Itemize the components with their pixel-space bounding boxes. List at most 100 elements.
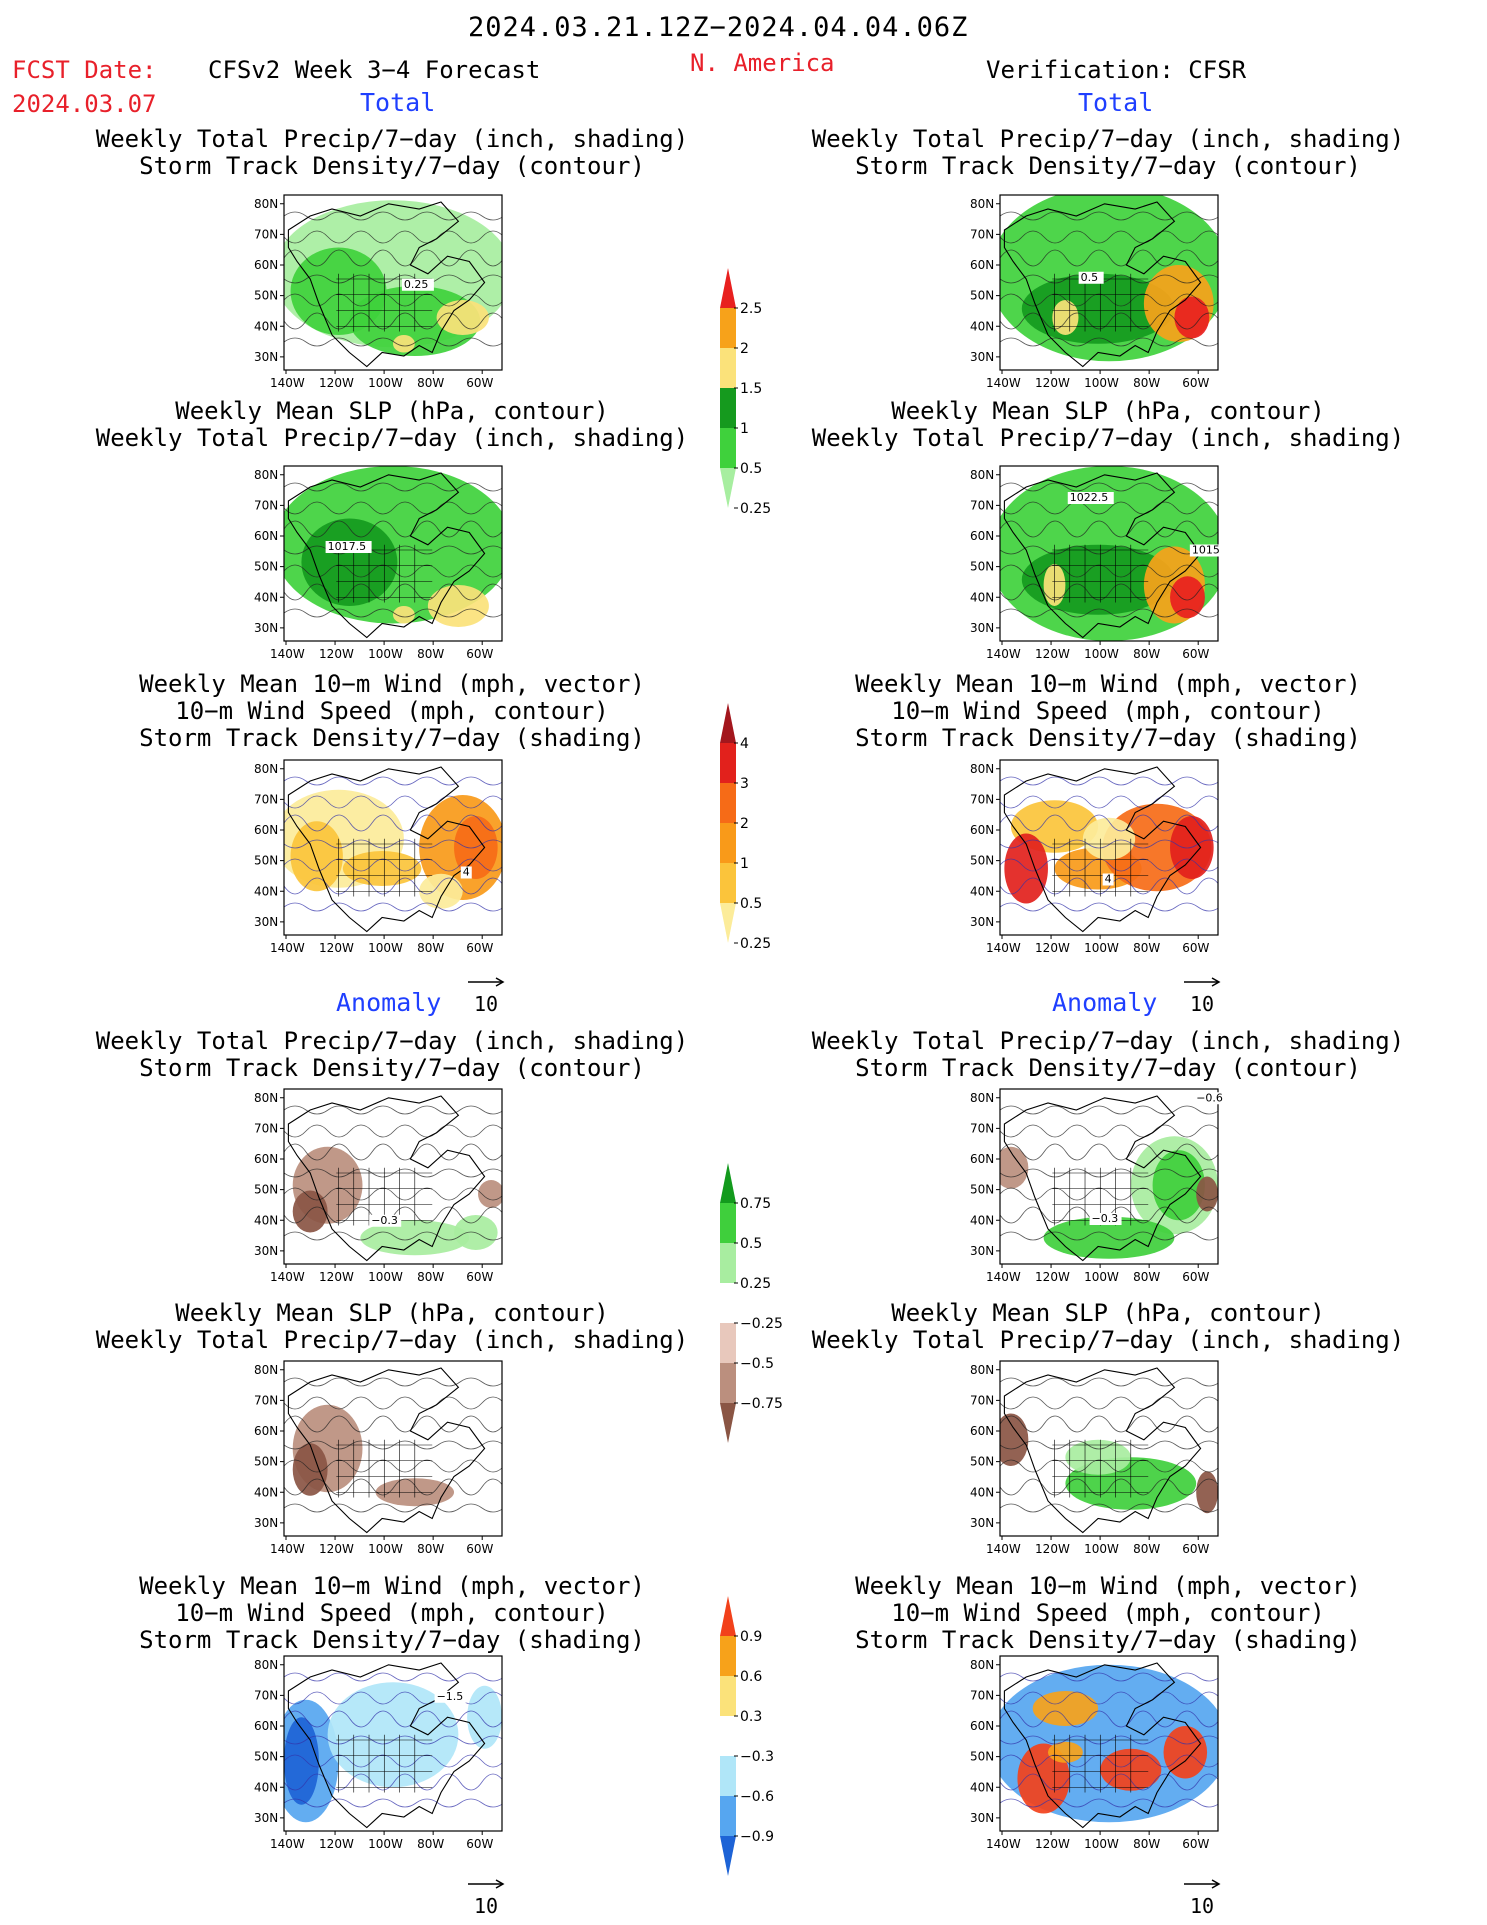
colorbar-precip: 2.5 2 1.5 1 0.5 0.25 bbox=[720, 268, 790, 528]
arrow-right-icon bbox=[1184, 1879, 1221, 1889]
map-panel-p5-right: 80N 70N 60N 50N 40N 30N 140W 120W 100W 80W 60W bbox=[940, 1351, 1228, 1566]
lon-tick-label: 60W bbox=[1182, 941, 1209, 955]
title-slp-precip-ver-total: Weekly Mean SLP (hPa, contour) Weekly To… bbox=[748, 398, 1468, 452]
contour-line bbox=[1000, 1459, 1218, 1473]
title-line: Weekly Mean 10−m Wind (mph, vector) bbox=[139, 670, 645, 698]
lat-tick-label: 40N bbox=[254, 590, 278, 604]
coastline bbox=[1003, 1095, 1202, 1262]
colorbar-storm_anom: 0.9 0.6 0.3 −0.3 −0.6 −0.9 bbox=[720, 1596, 790, 1896]
lat-tick-label: 30N bbox=[254, 350, 278, 364]
title-wind-storm-ver-total: Weekly Mean 10−m Wind (mph, vector) 10−m… bbox=[748, 671, 1468, 752]
contour-line bbox=[284, 1503, 502, 1513]
contour-line bbox=[284, 776, 502, 786]
map-panel-p4-right: −0.3 −0.6 80N 70N 60N 50N 40N 30N 140W 120W 100W 80… bbox=[940, 1079, 1228, 1294]
title-precip-storm-fc-total: Weekly Total Precip/7−day (inch, shading… bbox=[32, 126, 752, 180]
section-anomaly-left: Anomaly bbox=[336, 988, 442, 1017]
shading-area bbox=[1196, 1176, 1218, 1212]
contour-line bbox=[1000, 312, 1218, 330]
lat-tick-label: 50N bbox=[254, 560, 278, 574]
lat-tick-label: 50N bbox=[254, 1183, 278, 1197]
lon-tick-label: 80W bbox=[417, 1270, 444, 1284]
lon-tick-label: 100W bbox=[1084, 1837, 1119, 1851]
title-line: Weekly Mean 10−m Wind (mph, vector) bbox=[855, 1572, 1361, 1600]
contour-label: −0.6 bbox=[1196, 1091, 1223, 1104]
title-line: Weekly Total Precip/7−day (inch, shading… bbox=[811, 125, 1405, 153]
title-slp-precip-fc-anom: Weekly Mean SLP (hPa, contour) Weekly To… bbox=[32, 1300, 752, 1354]
colorbar-segment bbox=[720, 783, 736, 823]
colorbar-label: 0.25 bbox=[740, 936, 771, 952]
lon-tick-label: 60W bbox=[1182, 376, 1209, 390]
contour-label: −1.5 bbox=[437, 1690, 464, 1703]
lat-tick-label: 40N bbox=[970, 1213, 994, 1227]
lat-tick-label: 30N bbox=[970, 621, 994, 635]
shading-area bbox=[478, 1180, 502, 1208]
region-label: N. America bbox=[690, 49, 835, 77]
colorbar-segment bbox=[720, 1203, 736, 1243]
contour-line bbox=[1000, 230, 1218, 244]
map-panel-p2-left: 1017.5 80N 70N 60N 50N 40N 30N 140W 120W 100W 80W 6… bbox=[224, 456, 512, 671]
colorbar-segment bbox=[720, 1676, 736, 1716]
lon-tick-label: 120W bbox=[1035, 1837, 1070, 1851]
title-line: Weekly Total Precip/7−day (inch, shading… bbox=[95, 125, 689, 153]
shading-area bbox=[1000, 1146, 1029, 1189]
contour-line bbox=[284, 877, 502, 895]
contour-line bbox=[1000, 1773, 1218, 1791]
title-line: 10−m Wind Speed (mph, contour) bbox=[175, 697, 609, 725]
contour-line bbox=[1000, 1691, 1218, 1705]
lat-tick-label: 70N bbox=[254, 792, 278, 806]
contour-label: 1022.5 bbox=[1070, 491, 1109, 504]
contour-line bbox=[284, 583, 502, 601]
lat-tick-label: 50N bbox=[970, 854, 994, 868]
shading-area bbox=[1065, 1439, 1131, 1475]
colorbar-label: 0.5 bbox=[740, 896, 762, 912]
coastline bbox=[287, 1095, 486, 1262]
lon-tick-label: 140W bbox=[986, 647, 1021, 661]
lon-tick-label: 80W bbox=[1133, 647, 1160, 661]
contour-line bbox=[1000, 1377, 1218, 1387]
lon-tick-label: 60W bbox=[466, 941, 493, 955]
map-svg: −0.3 −0.6 80N 70N 60N 50N 40N 30N 140W 120W 100W 80… bbox=[970, 1088, 1227, 1284]
title-line: Storm Track Density/7−day (contour) bbox=[855, 1054, 1361, 1082]
lon-tick-label: 100W bbox=[368, 1542, 403, 1556]
lat-tick-label: 60N bbox=[970, 529, 994, 543]
shading-area bbox=[1170, 576, 1205, 619]
map-svg: 0.25 80N 70N 60N 50N 40N 30N 140W 120W 100W 80W 60W bbox=[254, 194, 503, 390]
title-precip-storm-ver-total: Weekly Total Precip/7−day (inch, shading… bbox=[748, 126, 1468, 180]
fcst-date-label: FCST Date: bbox=[12, 56, 157, 84]
lon-tick-label: 140W bbox=[986, 941, 1021, 955]
lon-tick-label: 60W bbox=[1182, 1837, 1209, 1851]
lat-tick-label: 40N bbox=[970, 1780, 994, 1794]
lon-tick-label: 60W bbox=[466, 647, 493, 661]
lat-tick-label: 80N bbox=[254, 1091, 278, 1105]
contour-line bbox=[1000, 1754, 1218, 1768]
lat-tick-label: 30N bbox=[970, 1244, 994, 1258]
vector-ref-label: 10 bbox=[1189, 992, 1215, 1016]
colorbar-segment bbox=[720, 268, 736, 308]
lat-tick-label: 70N bbox=[254, 498, 278, 512]
lat-tick-label: 50N bbox=[970, 1183, 994, 1197]
map-svg: −1.5 80N 70N 60N 50N 40N 30N 140W 120W 100W 80W 60W bbox=[254, 1655, 503, 1851]
lat-tick-label: 40N bbox=[970, 590, 994, 604]
lon-tick-label: 100W bbox=[1084, 376, 1119, 390]
colorbar-label: 0.6 bbox=[740, 1669, 762, 1685]
lat-tick-label: 80N bbox=[254, 197, 278, 211]
title-line: Weekly Total Precip/7−day (inch, shading… bbox=[811, 424, 1405, 452]
contour-line bbox=[284, 858, 502, 872]
section-total-left: Total bbox=[360, 88, 436, 117]
title-line: Weekly Mean SLP (hPa, contour) bbox=[175, 397, 609, 425]
shading-area bbox=[436, 300, 489, 335]
map-svg: 1022.5 1015 80N 70N 60N 50N 40N 30N 140W 120W 100W… bbox=[970, 465, 1222, 661]
contour-line bbox=[284, 337, 502, 347]
lon-tick-label: 80W bbox=[417, 376, 444, 390]
colorbar-segment bbox=[720, 743, 736, 783]
contour-line bbox=[1000, 249, 1218, 267]
colorbar-label: −0.25 bbox=[740, 1316, 783, 1332]
lon-tick-label: 120W bbox=[319, 941, 354, 955]
contour-line bbox=[284, 1754, 502, 1768]
lat-tick-label: 30N bbox=[254, 1811, 278, 1825]
lat-tick-label: 80N bbox=[970, 1363, 994, 1377]
lon-tick-label: 100W bbox=[368, 1837, 403, 1851]
lat-tick-label: 60N bbox=[970, 1152, 994, 1166]
lat-tick-label: 70N bbox=[970, 1393, 994, 1407]
lon-tick-label: 140W bbox=[270, 941, 305, 955]
